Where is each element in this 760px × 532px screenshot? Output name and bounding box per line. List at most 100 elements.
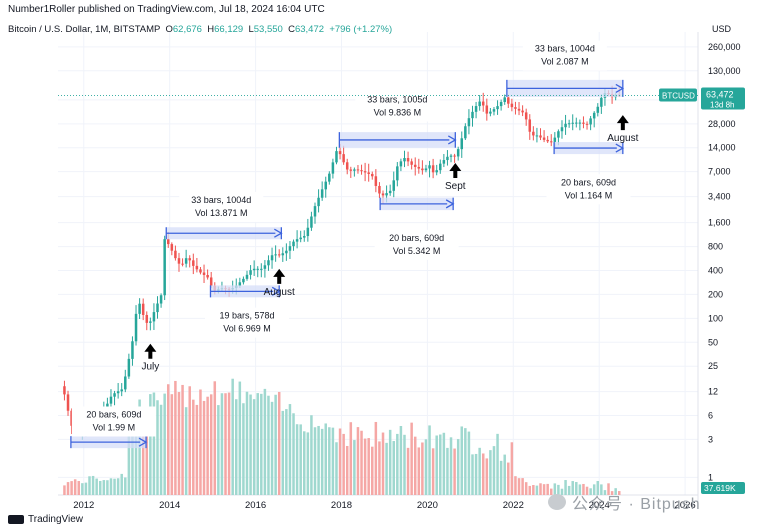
candle: [303, 230, 306, 242]
time-axis: 2012 2014 2016 2018 2020 2022 2024 2026: [73, 500, 695, 511]
candle-body: [396, 166, 399, 181]
candle-body: [589, 118, 592, 125]
candle: [367, 163, 370, 182]
candle: [585, 121, 589, 130]
candle: [453, 153, 456, 163]
candle: [152, 303, 156, 330]
footer-brand[interactable]: TradingView: [8, 514, 83, 525]
candle: [245, 270, 249, 281]
volume-bar: [227, 392, 231, 495]
volume-bar: [521, 478, 524, 495]
candle: [113, 390, 116, 406]
volume-bar: [274, 394, 277, 495]
range-box: 20 bars, 609d Vol 1.164 M: [546, 142, 631, 205]
currency-label: USD: [712, 24, 732, 34]
volume-bar: [163, 393, 166, 495]
volume-bar: [535, 485, 539, 495]
candle: [242, 276, 245, 285]
candle-body: [385, 193, 388, 196]
volume-bar: [367, 438, 370, 495]
volume-bar: [231, 378, 234, 495]
volume-bar: [338, 428, 342, 495]
candle-body: [439, 163, 442, 171]
volume-bar: [517, 478, 521, 495]
volume-bar: [378, 441, 381, 495]
publisher-line: Number1Roller published on TradingView.c…: [8, 4, 325, 15]
volume-bar: [249, 394, 252, 495]
volume-bar: [546, 483, 549, 495]
candle: [567, 119, 571, 128]
range-label-line: Vol 5.342 M: [393, 246, 441, 256]
candle-body: [192, 260, 195, 266]
candle-body: [600, 97, 603, 107]
range-label-line: Vol 13.871 M: [195, 208, 248, 218]
volume-bar: [66, 482, 70, 495]
last-price-value: 63,472: [706, 90, 734, 100]
candle-body: [596, 106, 600, 113]
volume-bar: [213, 381, 217, 495]
volume-bar: [596, 481, 600, 495]
candle: [177, 252, 181, 272]
volume-bar: [600, 484, 603, 495]
range-label-bg: [522, 40, 607, 71]
candle: [592, 111, 596, 128]
candle-body: [149, 321, 152, 323]
candle: [274, 245, 277, 262]
volume-bar: [188, 386, 191, 495]
volume-bar: [424, 439, 428, 495]
volume-bar: [607, 483, 610, 495]
candle-body: [575, 122, 578, 124]
range-label-line: 33 bars, 1004d: [191, 195, 251, 205]
candle: [589, 116, 592, 131]
candle: [138, 298, 141, 319]
candle-body: [578, 122, 582, 124]
candle: [413, 157, 417, 176]
volume-bar: [564, 480, 567, 495]
candle-body: [363, 171, 367, 173]
volume-bar: [170, 394, 174, 495]
price-tick: 25: [708, 361, 718, 371]
volume-bar: [238, 381, 242, 495]
candle-body: [410, 161, 413, 165]
candle-body: [127, 358, 131, 377]
volume-bar: [442, 432, 446, 495]
volume-bar: [149, 394, 152, 495]
candle-body: [166, 239, 170, 245]
volume-bar: [102, 480, 106, 495]
volume-bar: [431, 448, 435, 495]
volume-bar: [460, 426, 464, 495]
candle-body: [524, 112, 528, 120]
candle-body: [267, 260, 270, 266]
candle: [174, 245, 177, 261]
range-box: 33 bars, 1004d Vol 13.871 M: [165, 191, 283, 240]
candle: [184, 249, 188, 268]
volume-bar: [145, 417, 149, 495]
candle-body: [399, 161, 403, 167]
month-annotation: August: [264, 268, 295, 298]
candle-body: [549, 141, 553, 143]
candle-body: [156, 303, 159, 313]
range-label-line: 20 bars, 609d: [561, 177, 616, 187]
candle-body: [174, 250, 177, 259]
volume-bar: [582, 483, 585, 495]
volume-bar: [381, 432, 385, 495]
candle: [124, 369, 127, 393]
volume-bar: [177, 392, 181, 495]
candle-body: [109, 396, 113, 404]
candle-body: [478, 101, 481, 107]
volume-bar: [202, 400, 206, 495]
candle-body: [277, 254, 281, 256]
annotation-label: July: [141, 362, 159, 373]
volume-bar: [256, 393, 259, 495]
candle: [532, 126, 535, 141]
range-label-line: 19 bars, 578d: [219, 311, 274, 321]
candle-body: [507, 97, 510, 104]
volume-bar: [220, 393, 224, 495]
price-tick: 3,400: [708, 192, 731, 202]
candle-body: [456, 149, 460, 157]
volume-bar: [342, 433, 345, 495]
volume-bar: [335, 442, 338, 495]
candle-body: [242, 278, 245, 283]
volume-bar: [585, 486, 589, 495]
